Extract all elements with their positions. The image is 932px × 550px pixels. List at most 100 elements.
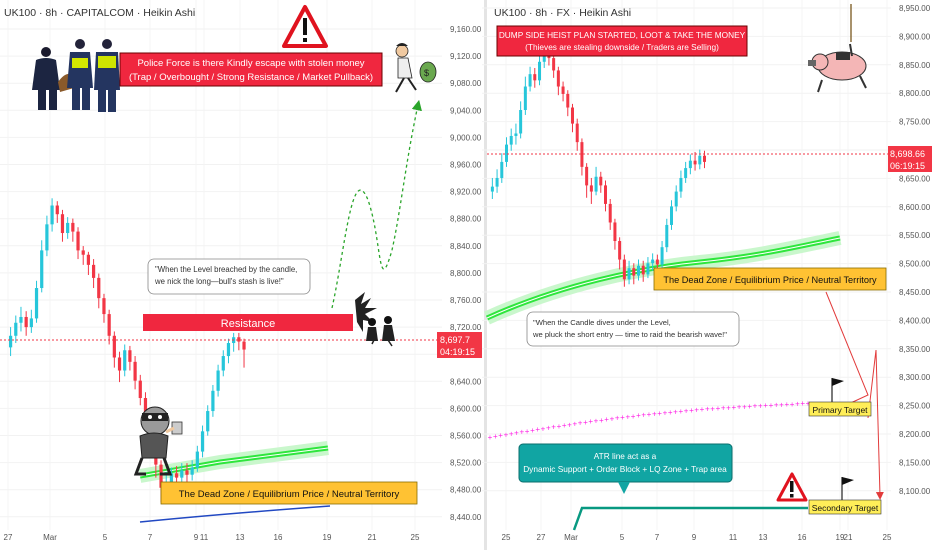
candle-body[interactable] — [509, 135, 513, 145]
projection-dot: + — [546, 424, 551, 433]
candle-body[interactable] — [599, 176, 603, 186]
candle-body[interactable] — [561, 86, 565, 94]
candle-body[interactable] — [128, 350, 132, 362]
candle-body[interactable] — [665, 224, 669, 248]
y-tick-label: 8,600.00 — [899, 203, 931, 212]
candle-body[interactable] — [81, 250, 85, 255]
candle-body[interactable] — [226, 343, 231, 357]
candle-body[interactable] — [19, 316, 23, 323]
candle-body[interactable] — [60, 214, 65, 234]
candle-body[interactable] — [500, 161, 504, 178]
candle-body[interactable] — [688, 160, 692, 169]
candle-body[interactable] — [684, 168, 688, 178]
candle-body[interactable] — [632, 268, 636, 276]
candle-body[interactable] — [495, 177, 499, 187]
candle-body[interactable] — [679, 177, 683, 192]
candle-body[interactable] — [195, 451, 199, 468]
candle-body[interactable] — [608, 203, 612, 223]
candle-body[interactable] — [660, 247, 664, 265]
candle-body[interactable] — [14, 322, 18, 336]
candle-body[interactable] — [580, 142, 584, 167]
candle-body[interactable] — [138, 380, 142, 399]
candle-body[interactable] — [180, 470, 184, 478]
candle-body[interactable] — [200, 431, 205, 452]
candle-body[interactable] — [190, 467, 194, 475]
candle-body[interactable] — [133, 361, 137, 381]
projection-dot: + — [758, 401, 763, 410]
right-chart-panel[interactable]: + + + + + + + + + + + + + + + + + + + + + + + + + + + + + + + + + + + + + + + +… — [482, 0, 932, 542]
left-price-axis[interactable]: 9,160.00 9,120.00 9,080.00 9,040.00 9,000.00… — [450, 25, 482, 522]
candle-body[interactable] — [538, 61, 541, 81]
candle-body[interactable] — [71, 222, 75, 232]
candle-body[interactable] — [211, 390, 215, 412]
x-tick-label: 13 — [236, 533, 245, 542]
resistance-zone[interactable]: Resistance — [143, 314, 353, 331]
candle-body[interactable] — [123, 350, 127, 371]
candle-body[interactable] — [143, 398, 148, 420]
candle-body[interactable] — [646, 263, 650, 275]
candle-body[interactable] — [566, 93, 570, 108]
candle-body[interactable] — [575, 123, 579, 143]
candle-body[interactable] — [24, 316, 28, 328]
candle-body[interactable] — [117, 357, 122, 371]
candle-body[interactable] — [542, 54, 546, 62]
candle-body[interactable] — [185, 470, 189, 475]
candle-body[interactable] — [86, 254, 91, 265]
right-candles[interactable] — [490, 45, 706, 287]
candle-body[interactable] — [533, 74, 537, 81]
candle-body[interactable] — [604, 185, 607, 204]
candle-body[interactable] — [50, 205, 54, 225]
candle-body[interactable] — [693, 160, 697, 165]
candle-body[interactable] — [102, 298, 106, 315]
candle-body[interactable] — [55, 205, 59, 215]
candle-body[interactable] — [169, 473, 174, 482]
candle-body[interactable] — [8, 335, 13, 348]
candle-body[interactable] — [613, 222, 617, 242]
candle-body[interactable] — [655, 259, 659, 265]
candle-body[interactable] — [40, 250, 44, 289]
candle-body[interactable] — [594, 176, 598, 192]
projection-dot: + — [551, 423, 556, 432]
candle-body[interactable] — [221, 356, 225, 371]
candle-body[interactable] — [637, 265, 640, 276]
candle-body[interactable] — [107, 314, 111, 336]
candle-body[interactable] — [242, 341, 246, 350]
candle-body[interactable] — [505, 144, 508, 162]
candle-body[interactable] — [112, 335, 116, 358]
candle-body[interactable] — [174, 473, 179, 478]
candle-body[interactable] — [206, 411, 210, 432]
candle-body[interactable] — [216, 370, 220, 391]
candle-body[interactable] — [622, 259, 626, 280]
left-chart-panel[interactable]: Resistance UK100 · 8h · CAPITALCOM · Hei… — [0, 0, 482, 550]
candle-body[interactable] — [29, 318, 33, 328]
candle-body[interactable] — [698, 155, 702, 165]
candle-body[interactable] — [703, 155, 706, 162]
candle-body[interactable] — [651, 259, 655, 264]
candle-body[interactable] — [66, 222, 70, 234]
candle-body[interactable] — [552, 58, 556, 71]
candle-body[interactable] — [674, 191, 678, 207]
candle-body[interactable] — [159, 464, 163, 488]
candle-body[interactable] — [45, 224, 49, 251]
right-time-axis[interactable]: 25 27 Mar 5 7 9 11 13 16 19 21 25 — [502, 533, 892, 542]
candle-body[interactable] — [589, 185, 593, 192]
candle-body[interactable] — [519, 110, 523, 134]
candle-body[interactable] — [76, 231, 80, 251]
candle-body[interactable] — [523, 86, 527, 110]
candle-body[interactable] — [618, 241, 622, 260]
candle-body[interactable] — [91, 264, 96, 278]
right-price-axis[interactable]: 8,950.00 8,900.00 8,850.00 8,800.00 8,750.00… — [899, 4, 931, 496]
candle-body[interactable] — [556, 70, 560, 87]
candle-body[interactable] — [585, 166, 589, 186]
candle-body[interactable] — [528, 74, 532, 87]
candle-body[interactable] — [237, 337, 241, 342]
candle-body[interactable] — [490, 186, 494, 192]
left-time-axis[interactable]: 27 Mar 5 7 9 11 13 16 19 21 25 — [4, 533, 420, 542]
candle-body[interactable] — [97, 277, 101, 299]
candle-body[interactable] — [641, 265, 645, 275]
candle-body[interactable] — [571, 107, 574, 124]
candle-body[interactable] — [514, 133, 518, 136]
candle-body[interactable] — [34, 288, 39, 319]
candle-body[interactable] — [670, 206, 673, 225]
candle-body[interactable] — [627, 268, 631, 280]
